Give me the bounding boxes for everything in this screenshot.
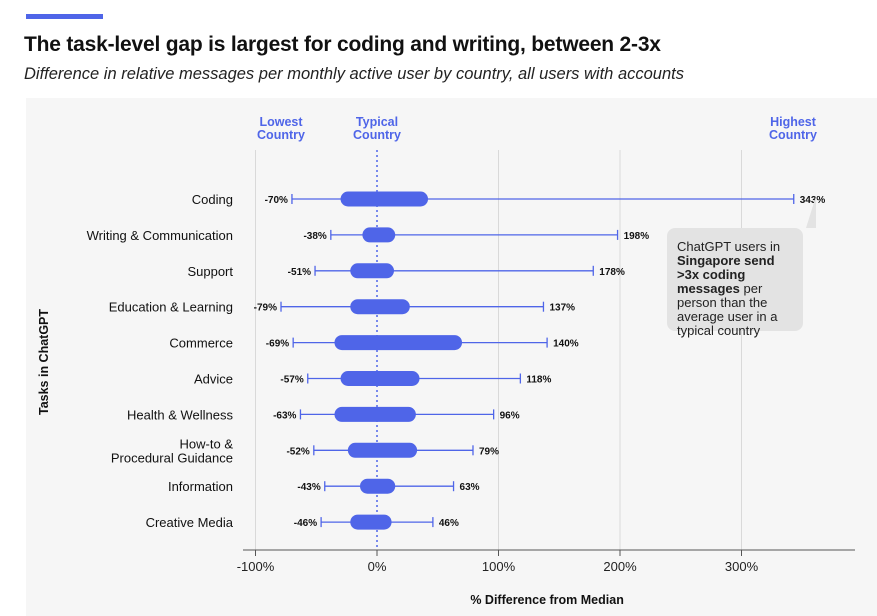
- max-value-label: 140%: [553, 339, 579, 350]
- category-label: How-to &: [180, 436, 234, 451]
- chart-panel: [26, 98, 877, 616]
- category-label: Support: [187, 264, 233, 279]
- annotation-callout: ChatGPT users in Singapore send >3x codi…: [667, 228, 803, 338]
- column-header-highest: Highest: [770, 115, 817, 129]
- iqr-bar: [359, 478, 396, 494]
- max-value-label: 96%: [500, 410, 520, 421]
- iqr-bar: [340, 191, 429, 207]
- category-label: Coding: [192, 192, 233, 207]
- min-value-label: -57%: [280, 375, 303, 386]
- y-axis-label: Tasks in ChatGPT: [37, 309, 51, 415]
- iqr-bar: [334, 335, 463, 351]
- max-value-label: 137%: [549, 303, 575, 314]
- max-value-label: 79%: [479, 446, 499, 457]
- max-value-label: 178%: [599, 267, 625, 278]
- iqr-bar: [350, 299, 410, 315]
- min-value-label: -46%: [294, 518, 317, 529]
- category-label: Writing & Communication: [87, 228, 233, 243]
- category-label: Commerce: [169, 336, 233, 351]
- max-value-label: 46%: [439, 518, 459, 529]
- category-label: Advice: [194, 372, 233, 387]
- category-label: Information: [168, 479, 233, 494]
- callout-pointer: [806, 196, 816, 228]
- category-label: Health & Wellness: [127, 407, 233, 422]
- min-value-label: -51%: [288, 267, 311, 278]
- category-label: Creative Media: [146, 515, 234, 530]
- max-value-label: 198%: [624, 231, 650, 242]
- callout-line2: per person than the average user in a ty…: [677, 281, 778, 338]
- max-value-label: 118%: [526, 375, 551, 386]
- accent-bar: [26, 14, 103, 19]
- min-value-label: -63%: [273, 410, 296, 421]
- iqr-bar: [334, 406, 416, 422]
- min-value-label: -69%: [266, 339, 289, 350]
- min-value-label: -38%: [303, 231, 326, 242]
- iqr-bar: [350, 263, 395, 279]
- callout-highlight: Singapore send >3x coding messages: [677, 253, 775, 296]
- iqr-bar: [340, 371, 420, 386]
- chart-subtitle: Difference in relative messages per mont…: [24, 65, 684, 83]
- column-header-highest: Country: [769, 128, 817, 142]
- iqr-bar: [350, 514, 392, 530]
- column-header-typical: Typical: [356, 115, 398, 129]
- column-header-typical: Country: [353, 128, 401, 142]
- iqr-bar: [362, 227, 396, 243]
- column-header-lowest: Lowest: [259, 115, 303, 129]
- x-tick-label: 300%: [725, 559, 759, 574]
- min-value-label: -52%: [286, 446, 309, 457]
- category-label: Procedural Guidance: [111, 450, 233, 465]
- min-value-label: -43%: [297, 482, 320, 493]
- x-tick-label: 0%: [368, 559, 387, 574]
- x-axis-label: % Difference from Median: [470, 593, 624, 607]
- iqr-bar: [347, 442, 418, 458]
- max-value-label: 63%: [460, 482, 480, 493]
- callout-line1: ChatGPT users in: [677, 239, 781, 254]
- min-value-label: -70%: [265, 195, 288, 206]
- category-label: Education & Learning: [109, 300, 233, 315]
- column-header-lowest: Country: [257, 128, 305, 142]
- chart-title: The task-level gap is largest for coding…: [24, 33, 661, 56]
- x-tick-label: 200%: [603, 559, 637, 574]
- min-value-label: -79%: [254, 303, 277, 314]
- x-tick-label: -100%: [237, 559, 275, 574]
- x-tick-label: 100%: [482, 559, 516, 574]
